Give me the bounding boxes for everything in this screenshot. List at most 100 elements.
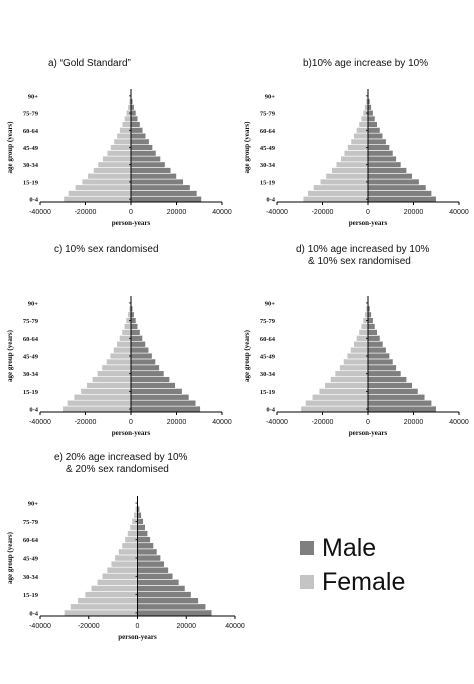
bar-female-15-19 bbox=[319, 178, 369, 186]
bar-female-70-74 bbox=[123, 323, 132, 330]
y-axis-title: age group (years) bbox=[243, 121, 251, 174]
y-axis-title: age group (years) bbox=[6, 329, 14, 382]
bar-male-30-34 bbox=[367, 161, 402, 168]
y-tick-label: 0-4 bbox=[266, 407, 275, 414]
bar-female-10-14 bbox=[313, 184, 369, 191]
bar-male-75-79 bbox=[130, 317, 137, 324]
y-tick-label: 45-49 bbox=[260, 354, 276, 361]
bar-male-50-54 bbox=[130, 346, 150, 354]
bar-male-75-79 bbox=[367, 109, 374, 117]
bar-male-65-69 bbox=[130, 121, 141, 128]
bar-male-60-64 bbox=[130, 127, 144, 134]
bar-male-5-9 bbox=[367, 190, 433, 197]
bar-male-25-29 bbox=[137, 579, 180, 586]
legend-female-label: Female bbox=[322, 568, 406, 596]
bar-male-5-9 bbox=[130, 399, 197, 407]
y-tick-label: 0-4 bbox=[266, 197, 275, 204]
bar-female-55-59 bbox=[353, 340, 369, 348]
bar-male-0-4 bbox=[367, 195, 437, 203]
y-tick-label: 90+ bbox=[265, 93, 276, 100]
x-tick-label: -40000 bbox=[266, 419, 288, 426]
bar-male-5-9 bbox=[137, 603, 207, 611]
bar-female-50-54 bbox=[113, 346, 132, 354]
bar-female-55-59 bbox=[116, 340, 132, 348]
bar-female-65-69 bbox=[358, 121, 369, 128]
x-tick-label: -20000 bbox=[75, 209, 97, 216]
y-tick-label: 15-19 bbox=[23, 179, 39, 186]
bar-male-45-49 bbox=[130, 144, 153, 151]
x-tick-label: -40000 bbox=[29, 419, 51, 426]
bar-female-70-74 bbox=[124, 115, 132, 122]
bar-female-40-44 bbox=[343, 358, 369, 366]
bar-female-20-24 bbox=[86, 382, 132, 389]
bar-female-65-69 bbox=[358, 329, 369, 336]
bar-male-60-64 bbox=[367, 335, 381, 342]
y-tick-label: 30-34 bbox=[260, 162, 276, 169]
bar-male-80-84 bbox=[137, 511, 142, 519]
x-tick-label: 40000 bbox=[212, 209, 232, 216]
bar-male-65-69 bbox=[367, 121, 378, 128]
bar-female-15-19 bbox=[80, 388, 132, 395]
bar-female-55-59 bbox=[353, 132, 369, 140]
bar-female-20-24 bbox=[87, 173, 132, 180]
bar-male-70-74 bbox=[367, 323, 376, 330]
bar-female-55-59 bbox=[121, 542, 138, 550]
bar-male-35-39 bbox=[137, 566, 169, 574]
panel-d-title-line2: & 10% sex randomised bbox=[308, 256, 411, 267]
bar-male-55-59 bbox=[367, 132, 384, 140]
bar-female-50-54 bbox=[113, 138, 132, 145]
bar-female-40-44 bbox=[110, 560, 138, 568]
y-tick-label: 30-34 bbox=[23, 371, 39, 378]
x-tick-label: -40000 bbox=[266, 209, 288, 216]
bar-female-30-34 bbox=[97, 161, 132, 168]
bar-male-25-29 bbox=[367, 376, 407, 383]
y-tick-label: 60-64 bbox=[260, 128, 276, 135]
y-tick-label: 30-34 bbox=[23, 162, 39, 169]
x-tick-label: 0 bbox=[136, 623, 140, 630]
bar-female-35-39 bbox=[102, 155, 132, 163]
bar-female-45-49 bbox=[114, 554, 138, 562]
bar-male-20-24 bbox=[367, 173, 413, 180]
bar-female-10-14 bbox=[311, 394, 369, 401]
bar-male-30-34 bbox=[367, 370, 402, 377]
bar-male-40-44 bbox=[367, 150, 394, 157]
bar-male-55-59 bbox=[137, 542, 154, 550]
bar-male-45-49 bbox=[367, 352, 390, 360]
bar-male-25-29 bbox=[130, 376, 170, 383]
y-tick-label: 0-4 bbox=[29, 197, 38, 204]
bar-male-60-64 bbox=[137, 536, 151, 544]
bar-female-80-84 bbox=[364, 311, 369, 318]
y-tick-label: 15-19 bbox=[260, 389, 276, 396]
bar-male-55-59 bbox=[367, 340, 384, 348]
bar-male-30-34 bbox=[130, 161, 166, 168]
x-axis-title: person-years bbox=[349, 219, 388, 227]
bar-female-45-49 bbox=[109, 352, 132, 360]
y-tick-label: 30-34 bbox=[260, 371, 276, 378]
bar-male-70-74 bbox=[367, 115, 376, 122]
panel-d-title-text: 10% age increased by 10% bbox=[307, 244, 430, 255]
bar-male-25-29 bbox=[367, 167, 407, 174]
bar-female-70-74 bbox=[360, 115, 369, 122]
legend-male-label: Male bbox=[322, 534, 377, 562]
x-tick-label: 0 bbox=[366, 419, 370, 426]
bar-male-70-74 bbox=[130, 323, 139, 330]
bar-male-60-64 bbox=[130, 335, 143, 342]
bar-female-40-44 bbox=[106, 150, 132, 157]
bar-male-30-34 bbox=[137, 572, 174, 580]
bar-male-70-74 bbox=[137, 524, 146, 531]
bar-male-50-54 bbox=[130, 138, 150, 145]
bar-female-25-29 bbox=[93, 167, 132, 174]
legend-male-swatch bbox=[300, 541, 314, 555]
bar-male-35-39 bbox=[367, 155, 397, 163]
bar-female-45-49 bbox=[346, 352, 369, 360]
bar-male-45-49 bbox=[367, 144, 390, 151]
pyramid-chart-a: -40000 -20000 0 20000 40000 0-4 15-19 30-34 45-4… bbox=[6, 89, 232, 227]
panel-e-title-text: 20% age increased by 10% bbox=[65, 452, 188, 463]
bar-female-15-19 bbox=[84, 591, 138, 598]
bar-female-70-74 bbox=[129, 524, 138, 531]
y-axis-title: age group (years) bbox=[6, 121, 14, 174]
bar-female-25-29 bbox=[331, 167, 369, 174]
x-tick-label: -20000 bbox=[312, 419, 334, 426]
panel-e-label: e) bbox=[54, 452, 63, 463]
